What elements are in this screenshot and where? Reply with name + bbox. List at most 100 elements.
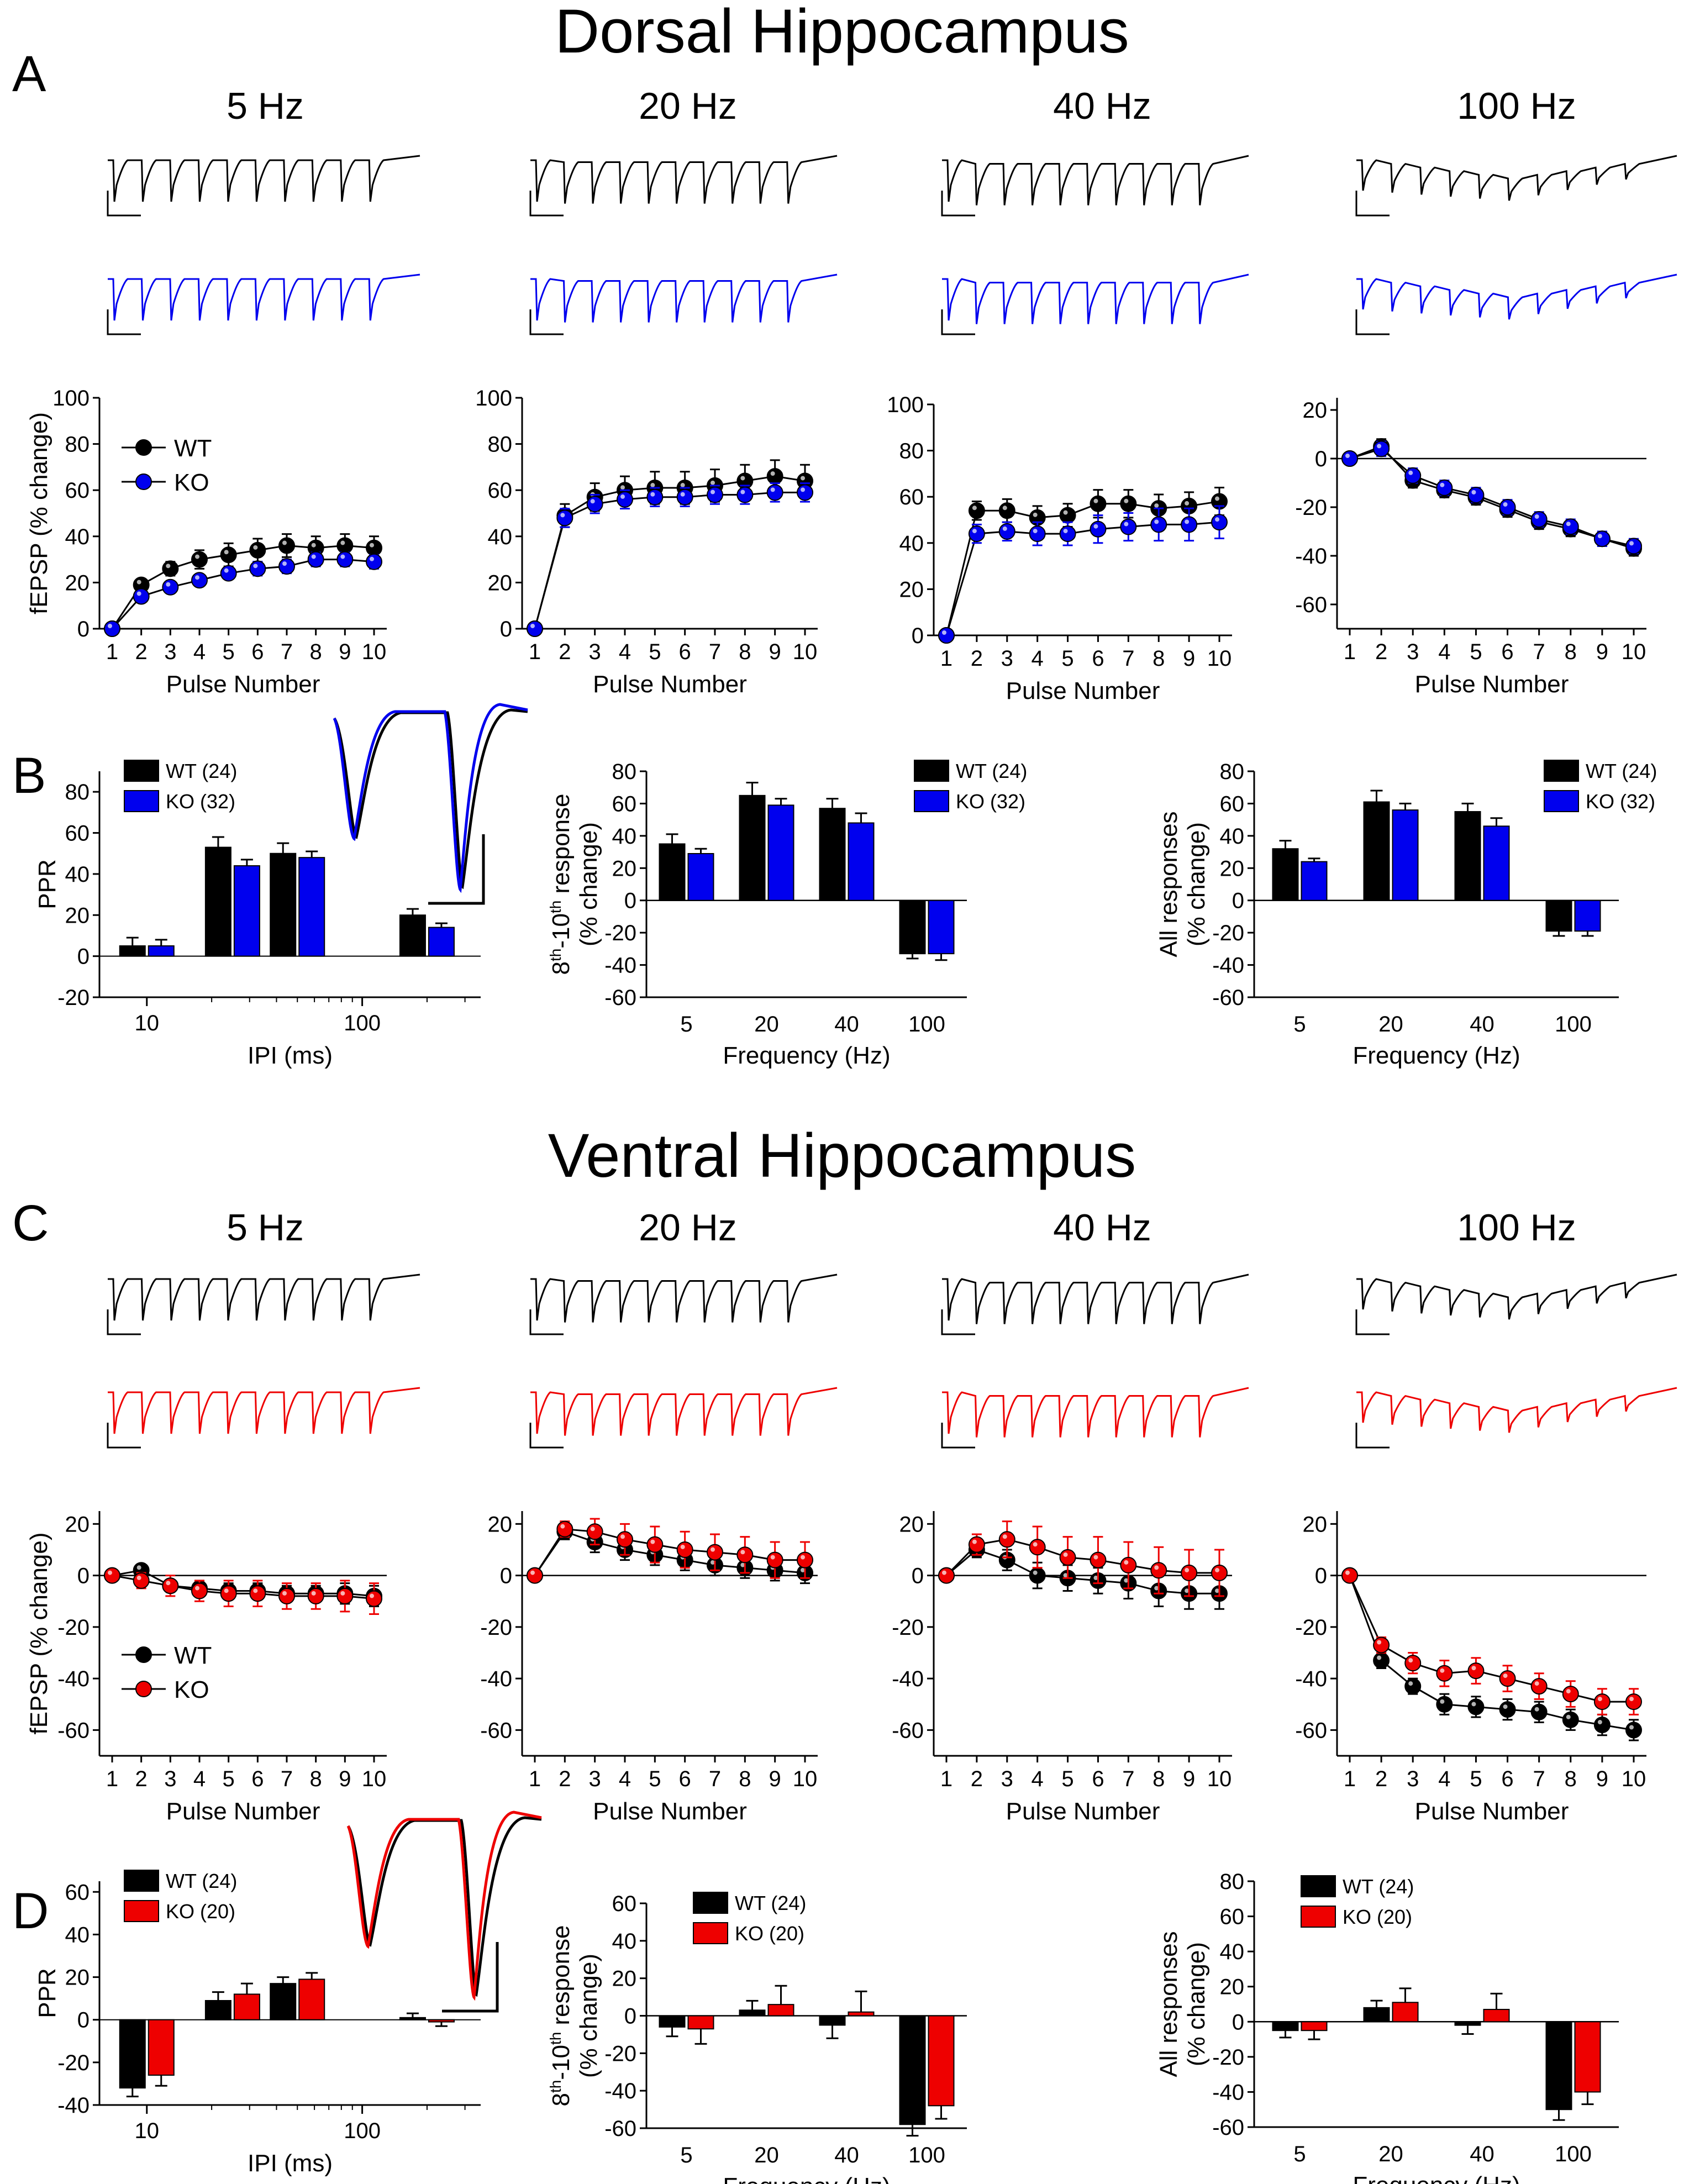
bar-ko	[298, 857, 325, 957]
x-tick-label: 40	[1470, 1012, 1494, 1036]
legend-label-ko: KO (20)	[735, 1922, 804, 1945]
y-tick-label: 0	[77, 1564, 90, 1588]
data-point-ko	[938, 627, 955, 644]
y-tick-label: -40	[604, 954, 636, 978]
data-point-ko	[1120, 518, 1137, 535]
bar-ko	[1392, 809, 1419, 901]
data-point-ko	[1373, 440, 1390, 457]
legend-marker-ko	[135, 1681, 152, 1697]
point-highlight	[1033, 512, 1038, 517]
x-tick-label: 6	[251, 640, 264, 664]
point-highlight	[801, 1555, 805, 1560]
trace-line	[1356, 155, 1677, 201]
y-tick-label: 20	[65, 571, 90, 595]
x-tick-label: 9	[339, 1767, 351, 1791]
bar-ko	[767, 804, 794, 901]
data-point-ko	[162, 578, 179, 596]
point-highlight	[253, 1588, 258, 1593]
point-highlight	[1002, 506, 1007, 511]
freq-title-a-100hz: 100 Hz	[1457, 85, 1576, 127]
trace-line	[108, 155, 420, 202]
series-line-wt	[1349, 445, 1634, 550]
data-point-ko	[133, 588, 150, 605]
data-point-wt	[336, 537, 354, 554]
trace-a-ko-2	[941, 273, 1249, 335]
y-tick-label: -60	[1212, 2115, 1244, 2140]
data-point-wt	[1029, 1567, 1046, 1584]
chart-a1: 0 20 40 60 80 100 1 2 3 4 5 6 7 8 9 10 Pulse Number fEPSP…	[25, 386, 387, 698]
legend-marker-ko	[135, 473, 152, 490]
bar-ko	[928, 2015, 955, 2107]
bar-wt	[1363, 801, 1390, 901]
y-tick-label: 20	[1303, 1512, 1328, 1536]
point-highlight	[253, 545, 258, 550]
y-tick-label: 20	[612, 856, 637, 881]
x-axis-label: Pulse Number	[166, 1798, 320, 1825]
x-tick-label: 5	[1470, 640, 1482, 664]
data-point-ko	[1211, 1564, 1228, 1581]
point-highlight	[370, 543, 374, 548]
y-tick-label: 80	[65, 433, 90, 457]
point-highlight	[1063, 510, 1068, 515]
point-highlight	[1215, 1588, 1219, 1593]
point-highlight	[711, 480, 715, 485]
y-tick-label: 80	[65, 780, 90, 804]
trace-line	[108, 1273, 420, 1321]
data-point-ko	[766, 1551, 783, 1569]
y-tick-label: 60	[65, 478, 90, 503]
point-highlight	[1154, 1565, 1159, 1570]
trace-scale-bar	[1355, 1423, 1390, 1449]
chart-a2: 0 20 40 60 80 100 1 2 3 4 5 6 7 8 9 10 Pulse Number	[475, 386, 818, 698]
x-tick-label: 6	[679, 640, 691, 664]
point-highlight	[1566, 1689, 1571, 1694]
y-axis-label: 8th-10th response	[547, 793, 575, 975]
data-point-ko	[556, 509, 573, 527]
x-tick-label: 6	[679, 1767, 691, 1791]
bar-ko	[233, 1993, 260, 2020]
y-tick-label: 40	[65, 525, 90, 549]
x-tick-label: 6	[1501, 640, 1513, 664]
data-point-ko	[736, 1546, 754, 1564]
data-point-ko	[938, 1567, 955, 1584]
trace-scale-bar	[529, 1309, 564, 1335]
y-axis-label: PPR	[34, 859, 61, 909]
dorsal-title: Dorsal Hippocampus	[555, 0, 1129, 66]
data-point-ko	[278, 1587, 295, 1604]
y-tick-label: 20	[488, 571, 513, 595]
series-line-ko	[945, 521, 1220, 636]
data-point-ko	[1090, 520, 1107, 538]
y-tick-label: -60	[57, 1718, 90, 1743]
point-highlight	[136, 591, 141, 596]
bar-wt	[1454, 2021, 1481, 2026]
trace-line	[530, 1273, 838, 1323]
x-tick-label: 20	[1378, 1012, 1403, 1036]
series-line-wt	[946, 1549, 1219, 1594]
x-tick-label: 5	[680, 2143, 692, 2167]
point-highlight	[740, 1550, 745, 1555]
y-tick-label: -40	[57, 2093, 90, 2118]
trace-line	[1356, 273, 1677, 320]
data-point-ko	[968, 1536, 985, 1553]
legend-marker-wt	[135, 1646, 152, 1663]
x-tick-label: 7	[1122, 1767, 1134, 1791]
x-tick-label: 10	[1622, 640, 1646, 664]
x-tick-label: 2	[971, 1767, 983, 1791]
series-line-ko	[112, 1575, 375, 1600]
freq-title-c-100hz: 100 Hz	[1457, 1207, 1576, 1249]
point-highlight	[1063, 529, 1068, 534]
point-highlight	[136, 1575, 141, 1580]
x-tick-label: 20	[1378, 2142, 1403, 2166]
point-highlight	[1033, 1542, 1038, 1547]
trace-c-ko-2	[941, 1387, 1249, 1449]
y-axis-label-part: response	[548, 793, 575, 900]
trace-a-wt-3	[1355, 155, 1677, 217]
bar-ko	[298, 1978, 325, 2020]
point-highlight	[680, 492, 685, 497]
legend-swatch-wt	[914, 760, 949, 782]
trace-a-ko-0	[107, 273, 420, 335]
trace-c-ko-0	[107, 1387, 420, 1449]
freq-title-a-5hz: 5 Hz	[227, 85, 304, 127]
data-point-ko	[191, 572, 208, 589]
data-point-wt	[278, 537, 295, 554]
point-highlight	[740, 476, 745, 481]
